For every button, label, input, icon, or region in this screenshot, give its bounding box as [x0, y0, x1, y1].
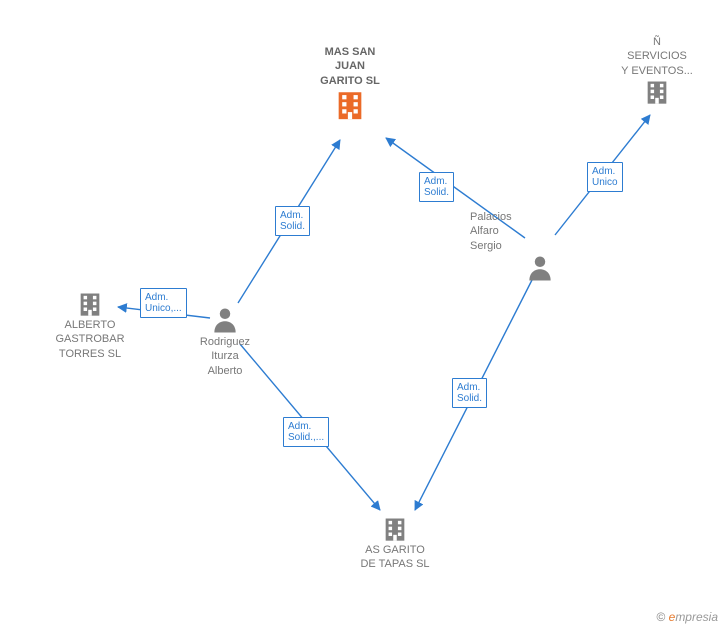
copyright-symbol: ©	[656, 610, 665, 624]
node-label: ALBERTO GASTROBAR TORRES SL	[45, 318, 135, 361]
edge-label: Adm. Solid.	[419, 172, 454, 202]
brand-rest: mpresia	[675, 610, 718, 624]
node-label: Ñ SERVICIOS Y EVENTOS...	[612, 35, 702, 78]
edge-label: Adm. Unico,...	[140, 288, 187, 318]
node-alberto_gastrobar: ALBERTO GASTROBAR TORRES SL	[45, 290, 135, 361]
node-label: AS GARITO DE TAPAS SL	[350, 543, 440, 572]
edge-label: Adm. Solid.,...	[283, 417, 329, 447]
footer-credit: © empresia	[656, 610, 718, 624]
edge-label: Adm. Solid.	[275, 206, 310, 236]
node-label: Rodriguez Iturza Alberto	[180, 335, 270, 378]
building-icon	[333, 88, 367, 122]
node-palacios: Palacios Alfaro Sergio	[470, 210, 560, 283]
node-label: Palacios Alfaro Sergio	[470, 210, 560, 253]
node-n_servicios: Ñ SERVICIOS Y EVENTOS...	[612, 35, 702, 106]
node-label: MAS SAN JUAN GARITO SL	[305, 45, 395, 88]
node-rodriguez: Rodriguez Iturza Alberto	[180, 305, 270, 378]
building-icon	[643, 78, 671, 106]
node-mas_san_juan: MAS SAN JUAN GARITO SL	[305, 45, 395, 122]
edge-label: Adm. Unico	[587, 162, 623, 192]
person-icon	[525, 253, 555, 283]
node-as_garito: AS GARITO DE TAPAS SL	[350, 515, 440, 572]
building-icon	[381, 515, 409, 543]
person-icon	[210, 305, 240, 335]
building-icon	[76, 290, 104, 318]
edge-label: Adm. Solid.	[452, 378, 487, 408]
